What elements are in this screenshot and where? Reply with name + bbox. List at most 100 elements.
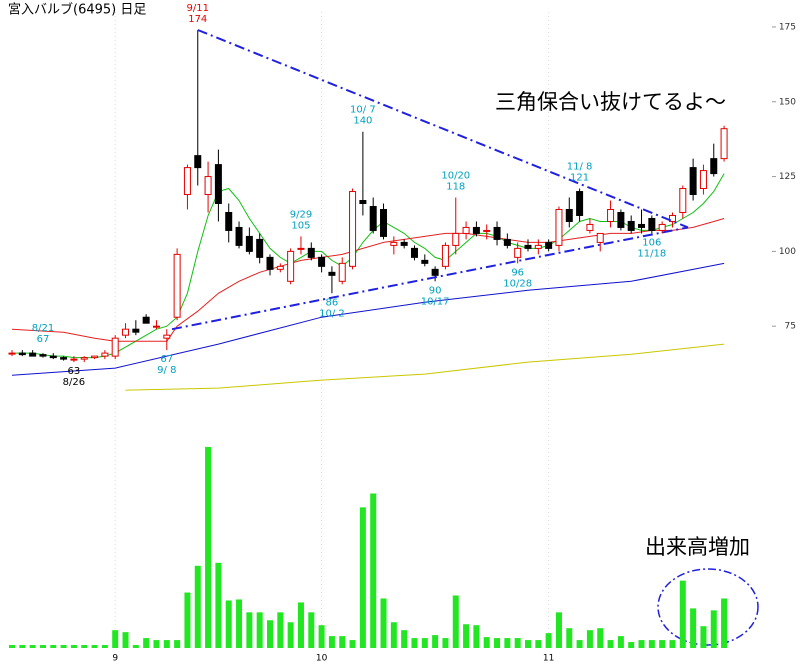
moving-average bbox=[12, 173, 725, 359]
moving-average bbox=[125, 343, 725, 391]
volume-bar bbox=[297, 602, 304, 648]
annotation-value: 118 bbox=[446, 182, 465, 193]
moving-average bbox=[11, 218, 725, 342]
moving-average bbox=[11, 262, 725, 376]
volume-bar bbox=[586, 630, 593, 648]
volume-bar bbox=[328, 636, 335, 648]
candle-body bbox=[256, 238, 264, 258]
volume-bar bbox=[669, 640, 676, 648]
annotation-date: 9/ 8 bbox=[157, 365, 176, 376]
annotation-value: 174 bbox=[188, 14, 207, 25]
volume-bar bbox=[576, 640, 583, 648]
candle-body bbox=[173, 253, 181, 318]
candle-body bbox=[39, 354, 47, 357]
candle-body bbox=[483, 229, 491, 232]
candle-body bbox=[710, 158, 718, 175]
callout: 三角保合い抜けてるよ〜 bbox=[495, 90, 726, 114]
volume-bar bbox=[370, 493, 377, 648]
volume-bar bbox=[463, 624, 470, 648]
volume-bar bbox=[225, 600, 232, 648]
x-tick-label: 9 bbox=[112, 654, 118, 664]
y-tick-label: 100 bbox=[779, 247, 796, 257]
volume-bar bbox=[659, 640, 666, 648]
volume-bar bbox=[432, 635, 439, 648]
volume-bar bbox=[401, 630, 408, 648]
candle-body bbox=[369, 206, 377, 231]
volume-bar bbox=[132, 645, 139, 648]
candle-body bbox=[132, 328, 140, 333]
volume-bar bbox=[535, 640, 542, 648]
candle-body bbox=[431, 268, 439, 276]
volume-bar bbox=[215, 562, 222, 648]
candle-body bbox=[617, 211, 625, 228]
candle-body bbox=[111, 337, 119, 357]
callout: 出来高増加 bbox=[645, 535, 750, 559]
volume-bar bbox=[277, 612, 284, 648]
volume-bar bbox=[617, 636, 624, 648]
candle-body bbox=[462, 226, 470, 234]
volume-bar bbox=[555, 612, 562, 648]
candle-body bbox=[318, 256, 326, 267]
candle-body bbox=[80, 357, 88, 360]
candle-body bbox=[18, 352, 26, 356]
highlight-ellipse bbox=[657, 568, 759, 646]
candle-body bbox=[503, 238, 511, 246]
volume-bar bbox=[91, 645, 98, 648]
volume-bar bbox=[545, 633, 552, 648]
candle-body bbox=[328, 271, 336, 276]
candle-body bbox=[152, 325, 160, 328]
candle-body bbox=[338, 262, 346, 282]
volume-bar bbox=[153, 640, 160, 648]
candle-body bbox=[245, 235, 253, 252]
candle-body bbox=[91, 355, 99, 359]
annotation-value: 140 bbox=[353, 116, 372, 127]
annotation-value: 105 bbox=[291, 220, 310, 231]
volume-bar bbox=[246, 612, 253, 648]
annotation-value: 67 bbox=[160, 354, 173, 365]
volume-bar bbox=[122, 632, 129, 648]
candle-body bbox=[29, 352, 37, 357]
candle-body bbox=[204, 176, 212, 196]
volume-bar bbox=[50, 645, 57, 648]
annotation-date: 9/11 bbox=[187, 3, 209, 14]
candle-body bbox=[658, 223, 666, 231]
annotation-value: 90 bbox=[429, 285, 442, 296]
annotation-date: 10/ 7 bbox=[350, 105, 376, 116]
volume-bar bbox=[39, 645, 46, 648]
x-tick-label: 10 bbox=[316, 654, 328, 664]
volume-bar bbox=[236, 599, 243, 648]
volume-bar bbox=[473, 625, 480, 648]
candle-body bbox=[596, 232, 604, 243]
candle-body bbox=[225, 211, 233, 231]
volume-bar bbox=[112, 630, 119, 648]
volume-bar bbox=[318, 625, 325, 648]
candle-body bbox=[534, 244, 542, 249]
candle-body bbox=[627, 220, 635, 231]
candle-body bbox=[142, 316, 150, 324]
volume-bar bbox=[494, 638, 501, 648]
candle-body bbox=[452, 232, 460, 246]
candle-body bbox=[60, 357, 68, 360]
volume-bar bbox=[421, 638, 428, 648]
candle-body bbox=[565, 208, 573, 222]
trendline bbox=[171, 226, 689, 331]
chart-title: 宮入バルブ(6495) 日足 bbox=[8, 2, 146, 18]
candle-body bbox=[266, 256, 274, 270]
annotation-date: 10/ 2 bbox=[319, 308, 345, 319]
y-tick-label: 175 bbox=[779, 22, 796, 32]
candle-body bbox=[699, 170, 707, 190]
volume-bar bbox=[504, 638, 511, 648]
candle-body bbox=[390, 241, 398, 246]
candle-body bbox=[380, 208, 388, 237]
x-tick-label: 11 bbox=[543, 654, 554, 664]
volume-bar bbox=[60, 645, 67, 648]
annotation-date: 8/26 bbox=[63, 377, 85, 388]
volume-bar bbox=[700, 626, 707, 648]
candle-body bbox=[524, 244, 532, 249]
candle-body bbox=[679, 188, 687, 213]
annotation-value: 96 bbox=[511, 267, 524, 278]
y-tick-label: 125 bbox=[779, 172, 796, 182]
volume-bar bbox=[566, 628, 573, 648]
